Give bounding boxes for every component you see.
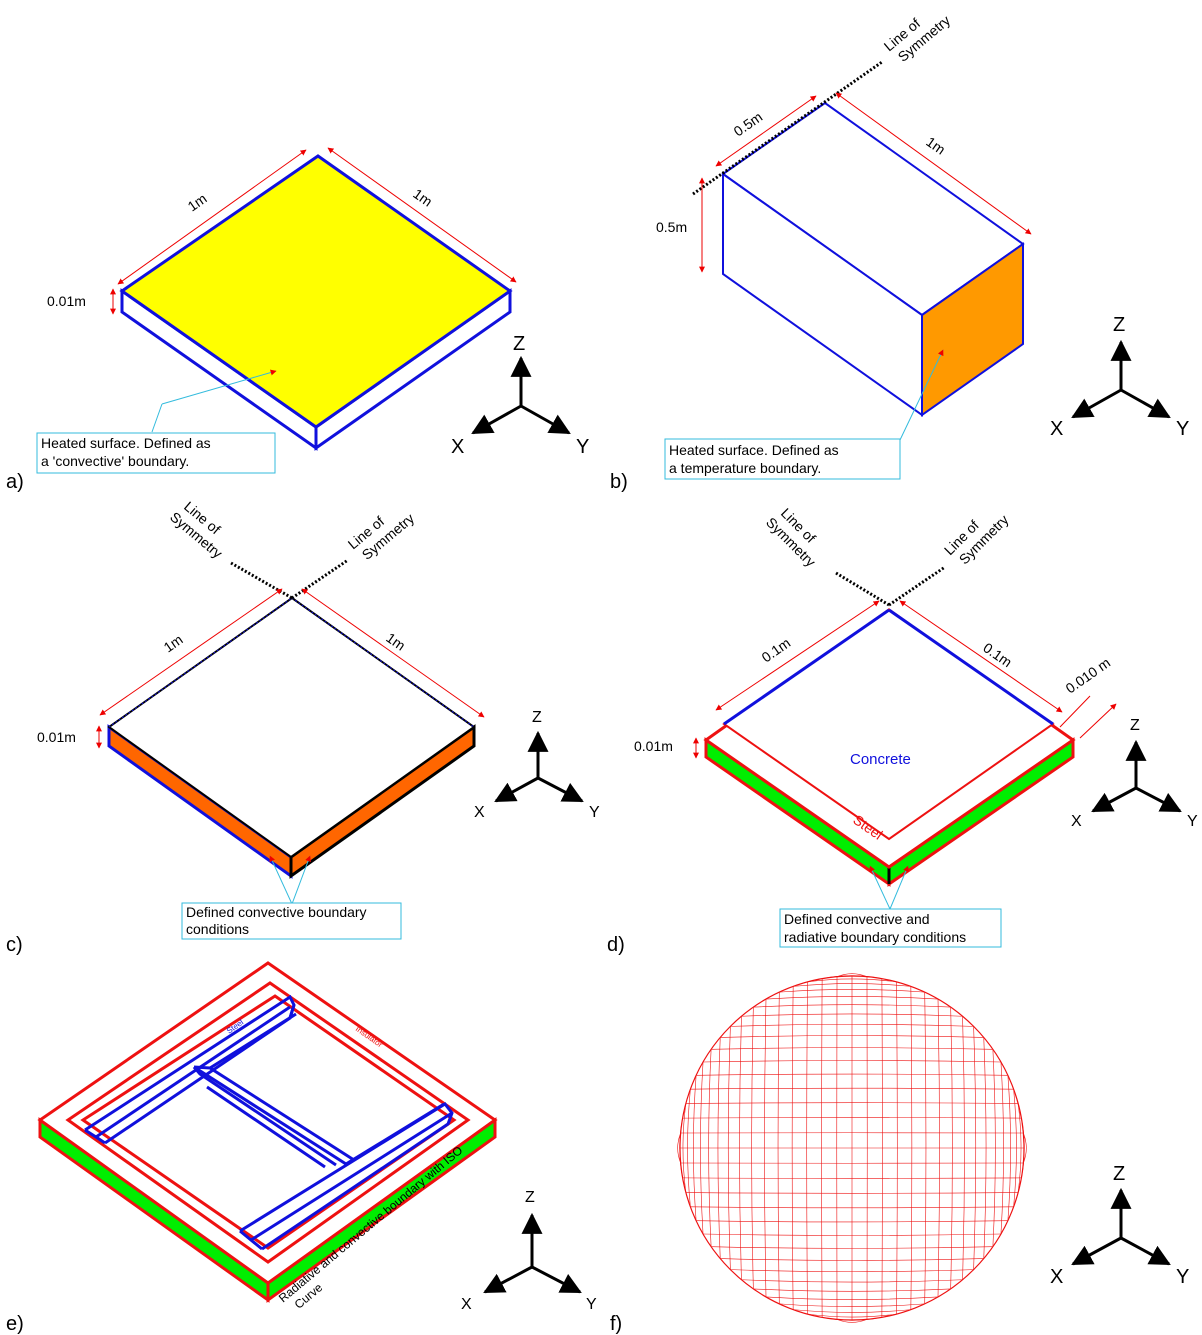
symmetry-line-b (692, 60, 883, 196)
callout-d-line2: radiative boundary conditions (784, 929, 966, 945)
callout-a-box (36, 432, 276, 474)
dim-c-thickness: 0.01m (37, 729, 76, 745)
callout-a-line2: a 'convective' boundary. (41, 453, 189, 469)
heated-surface-a (119, 154, 513, 429)
axis-e-x: X (461, 1296, 472, 1313)
slab-c-top (107, 596, 476, 859)
dim-line-a-left (117, 149, 307, 285)
callout-a-leader (151, 403, 163, 433)
dim-c-right: 1m (383, 629, 408, 653)
axis-c-z: Z (532, 709, 542, 726)
callout-b-line2: a temperature boundary. (669, 460, 821, 476)
heated-surface-b (921, 242, 1024, 417)
axis-f-z: Z (1113, 1163, 1125, 1185)
axis-triad-f: Z X Y (1050, 1163, 1189, 1288)
axis-d-x: X (1071, 813, 1082, 830)
callout-b-leader (899, 349, 944, 441)
axis-f-x: X (1050, 1266, 1063, 1288)
inner-region (80, 994, 457, 1250)
symmetry-line-c-right (291, 558, 349, 600)
dim-d-thickness: 0.01m (634, 738, 673, 754)
symmetry-line-c-left (230, 561, 293, 600)
callout-c-line2: conditions (186, 921, 249, 937)
callout-b-line1: Heated surface. Defined as (669, 442, 839, 458)
axis-b-z: Z (1113, 314, 1125, 336)
panel-d: Concrete Steel Line of Symmetry Line of … (607, 499, 1198, 956)
steel-section-e (84, 994, 454, 1251)
dim-line-c-right (301, 588, 485, 718)
dim-b-height: 0.5m (656, 219, 687, 235)
panel-label-a: a) (6, 471, 24, 493)
panel-label-d: d) (607, 934, 625, 956)
dim-line-c-left (99, 588, 283, 716)
sphere-mesh (677, 973, 1027, 1323)
panel-label-c: c) (6, 934, 23, 956)
panel-e: Steel Insulator Radiative and convective… (6, 961, 597, 1335)
axis-e-y: Y (586, 1296, 597, 1313)
axis-a-z: Z (513, 333, 525, 355)
panel-label-f: f) (610, 1313, 622, 1335)
axis-c-y: Y (589, 804, 600, 821)
callout-d-line1: Defined convective and (784, 911, 930, 927)
callout-a-line1: Heated surface. Defined as (41, 435, 211, 451)
panel-a: 1m 1m 0.01m Heated surface. Defined as a… (6, 147, 589, 493)
dim-a-thickness: 0.01m (47, 293, 86, 309)
axis-b-x: X (1050, 418, 1063, 440)
panel-label-e: e) (6, 1313, 24, 1335)
callout-a-leader-2 (161, 369, 277, 405)
concrete-label: Concrete (850, 751, 911, 768)
dim-line-b-right (835, 92, 1032, 235)
axis-triad-e: Z X Y (461, 1189, 597, 1313)
dim-line-a-right (327, 147, 517, 283)
dim-d-left: 0.1m (759, 634, 794, 665)
callout-b-box (664, 438, 901, 480)
axis-f-y: Y (1176, 1266, 1189, 1288)
panel-label-b: b) (610, 471, 628, 493)
axis-c-x: X (474, 804, 485, 821)
axis-a-x: X (451, 436, 464, 458)
panel-b: Line of Symmetry 0.5m 1m 0.5m Heated sur… (610, 0, 1189, 493)
dim-line-b-top (715, 95, 817, 167)
callout-d-box (779, 908, 1002, 948)
callout-c-box (181, 902, 402, 940)
dim-c-left: 1m (161, 631, 186, 655)
axis-triad-d: Z X Y (1071, 717, 1198, 830)
dim-a-right: 1m (410, 185, 435, 209)
callout-c-line1: Defined convective boundary (186, 904, 367, 920)
axis-b-y: Y (1176, 418, 1189, 440)
symmetry-d-left-label: Line of Symmetry (763, 502, 831, 570)
panel-c: Line of Symmetry Line of Symmetry 1m 1m … (6, 495, 600, 956)
dim-b-right: 1m (923, 133, 948, 157)
symmetry-c-right-label: Line of Symmetry (345, 497, 418, 565)
panel-f: f) Z X Y (610, 973, 1189, 1335)
axis-d-y: Y (1187, 813, 1198, 830)
dim-a-left: 1m (185, 190, 210, 214)
symmetry-d-right-label: Line of Symmetry (941, 499, 1012, 570)
dim-d-right: 0.1m (980, 639, 1015, 670)
symmetry-c-left-label: Line of Symmetry (167, 495, 236, 561)
axis-triad-b: Z X Y (1050, 314, 1189, 440)
symmetry-b-label: Line of Symmetry (881, 0, 954, 67)
axis-triad-a: Z X Y (451, 333, 589, 458)
dim-d-steel: 0.010 m (1063, 654, 1114, 696)
axis-a-y: Y (576, 436, 589, 458)
axis-e-z: Z (525, 1189, 535, 1206)
axis-d-z: Z (1130, 717, 1140, 734)
axis-triad-c: Z X Y (474, 709, 600, 821)
